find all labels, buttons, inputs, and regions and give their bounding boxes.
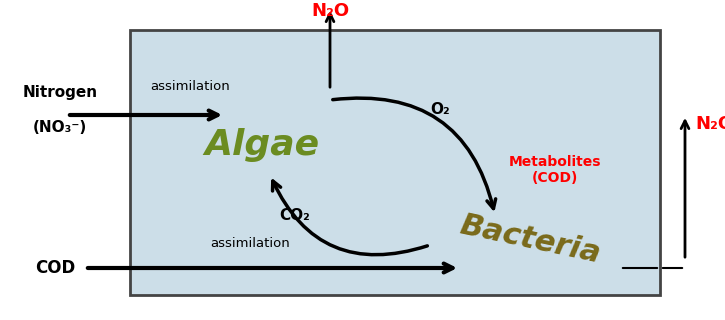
Text: N₂O: N₂O — [695, 115, 725, 133]
Bar — [130, 30, 660, 295]
Text: N₂O: N₂O — [311, 2, 349, 20]
Text: Nitrogen: Nitrogen — [22, 85, 98, 100]
Text: CO₂: CO₂ — [280, 207, 310, 222]
Text: (NO₃⁻): (NO₃⁻) — [33, 120, 87, 135]
Text: COD: COD — [35, 259, 75, 277]
Text: assimilation: assimilation — [150, 80, 230, 93]
Text: O₂: O₂ — [430, 102, 450, 117]
Text: assimilation: assimilation — [210, 237, 290, 250]
Text: Bacteria: Bacteria — [457, 211, 603, 269]
Text: Metabolites
(COD): Metabolites (COD) — [509, 155, 601, 185]
Text: Algae: Algae — [204, 128, 320, 162]
